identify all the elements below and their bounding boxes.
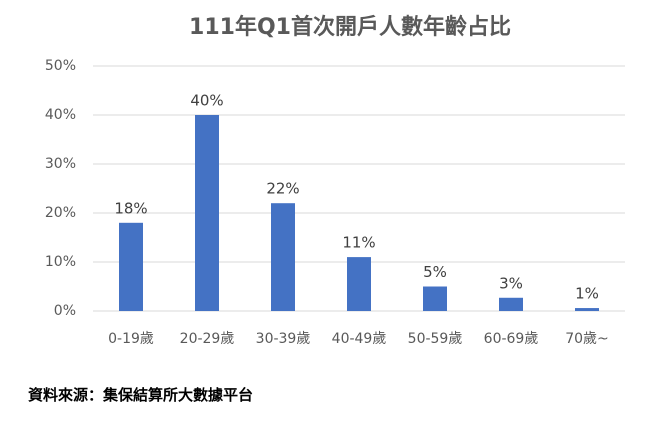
y-tick-label: 20% xyxy=(45,205,76,221)
bar xyxy=(271,203,295,311)
y-tick-label: 50% xyxy=(45,58,76,74)
y-tick-label: 10% xyxy=(45,254,76,270)
y-tick-label: 40% xyxy=(45,107,76,123)
value-label: 1% xyxy=(575,285,599,303)
x-tick-label: 40-49歲 xyxy=(332,331,387,347)
value-label: 3% xyxy=(499,274,523,292)
x-tick-label: 30-39歲 xyxy=(256,331,311,347)
x-tick-label: 70歲~ xyxy=(565,331,609,347)
y-tick-label: 0% xyxy=(54,303,76,319)
x-tick-label: 20-29歲 xyxy=(180,331,235,347)
value-label: 5% xyxy=(423,263,447,281)
value-label: 40% xyxy=(190,92,223,110)
value-label: 11% xyxy=(342,234,375,252)
x-tick-label: 50-59歲 xyxy=(408,331,463,347)
bar xyxy=(423,286,447,311)
bar xyxy=(499,297,523,311)
source-note: 資料來源：集保結算所大數據平台 xyxy=(28,386,253,404)
value-label: 22% xyxy=(266,180,299,198)
chart-title: 111年Q1首次開戶人數年齡占比 xyxy=(189,14,511,40)
value-label: 18% xyxy=(114,199,147,217)
x-tick-label: 60-69歲 xyxy=(484,331,539,347)
y-tick-label: 30% xyxy=(45,156,76,172)
bar xyxy=(119,222,143,311)
bar xyxy=(195,115,219,311)
bar xyxy=(575,308,599,311)
x-tick-label: 0-19歲 xyxy=(108,331,154,347)
bar xyxy=(347,257,371,311)
